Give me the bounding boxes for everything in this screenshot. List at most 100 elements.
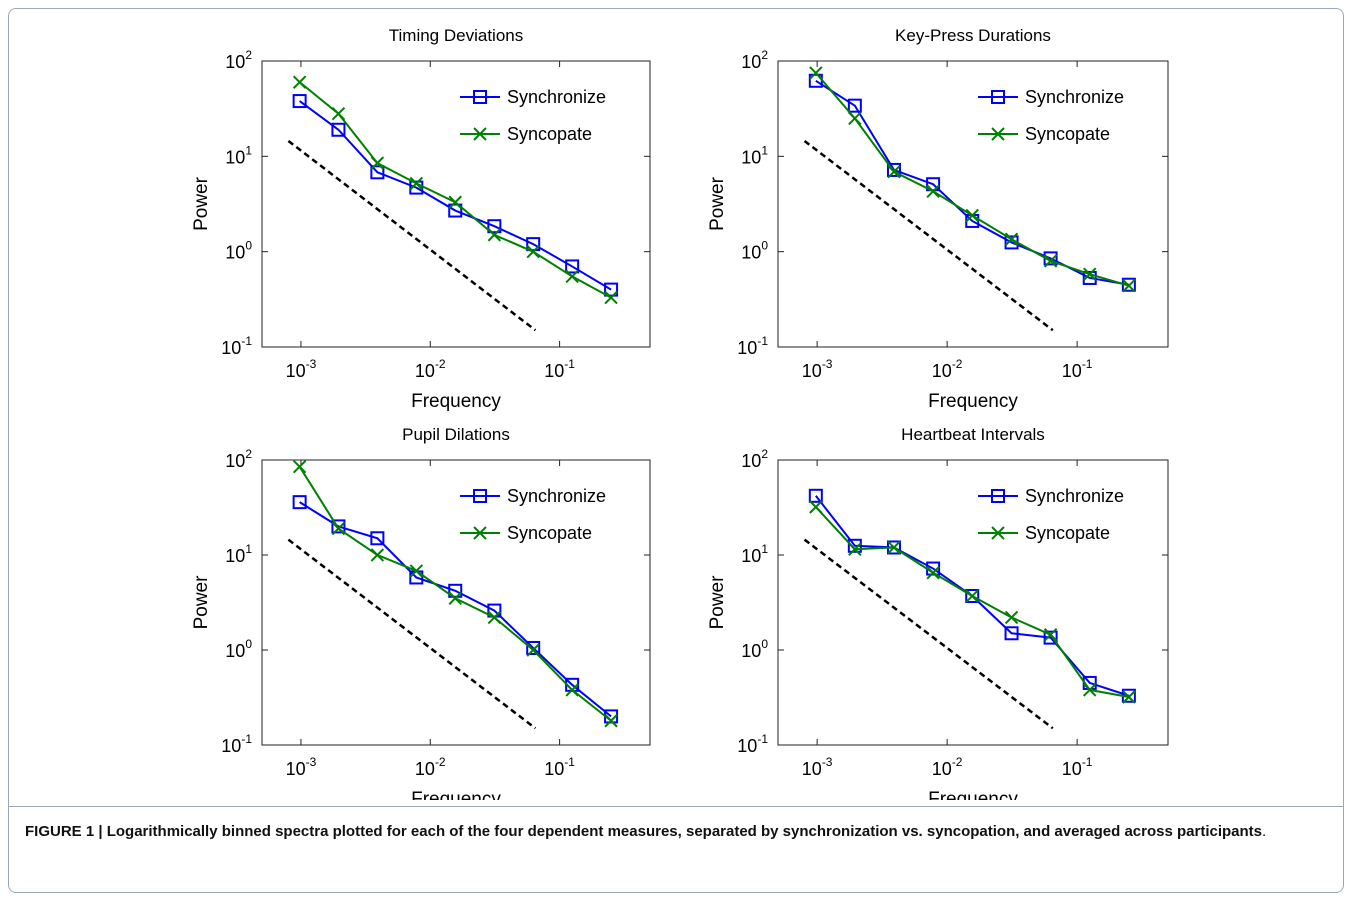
y-tick-label-base: 10 (737, 338, 757, 358)
x-tick-label: 10-2 (415, 357, 446, 381)
y-tick-label-exponent: -1 (241, 732, 252, 746)
square-marker (1082, 270, 1097, 285)
plot-area (261, 459, 651, 746)
series-line (298, 81, 612, 299)
x-axis-label: Frequency (928, 789, 1018, 800)
y-tick-label-exponent: 2 (245, 48, 252, 62)
caption-divider (8, 806, 1344, 807)
x-marker (991, 127, 1005, 141)
square-marker (847, 538, 862, 553)
y-tick-label-base: 10 (737, 736, 757, 756)
y-tick-label-base: 10 (225, 147, 245, 167)
x-tick-label: 10-3 (802, 755, 833, 779)
x-marker (565, 269, 579, 284)
x-marker (473, 526, 487, 540)
x-marker (1083, 683, 1097, 697)
x-tick-label-exponent: -2 (435, 755, 446, 769)
square-marker (1004, 626, 1019, 641)
x-tick-label-exponent: -3 (822, 357, 833, 371)
plot-area (777, 459, 1169, 746)
x-marker (526, 643, 540, 657)
x-marker (409, 564, 424, 578)
x-axis-label: Frequency (928, 391, 1018, 412)
x-tick-label: 10-3 (286, 357, 317, 381)
x-tick-label: 10-2 (415, 755, 446, 779)
square-marker (526, 640, 541, 655)
y-tick-label: 102 (741, 447, 768, 471)
x-tick-label: 10-1 (1062, 357, 1093, 381)
x-marker (848, 542, 862, 556)
y-tick-label-exponent: 1 (245, 542, 252, 556)
x-marker (848, 111, 862, 126)
x-marker (331, 521, 346, 536)
x-tick-label: 10-1 (544, 755, 575, 779)
x-tick-label-base: 10 (1062, 759, 1082, 779)
square-marker (292, 94, 307, 109)
y-tick-label: 102 (741, 48, 768, 72)
x-marker (292, 75, 307, 89)
square-marker (991, 90, 1005, 104)
y-tick-label: 10-1 (221, 732, 252, 756)
square-marker (448, 203, 463, 218)
square-marker (886, 162, 901, 177)
y-tick-label-exponent: 0 (761, 239, 768, 253)
square-marker (991, 489, 1005, 503)
y-tick-label-exponent: 1 (761, 143, 768, 157)
x-marker (1004, 232, 1019, 246)
x-axis-label: Frequency (411, 789, 501, 800)
x-tick-label-base: 10 (802, 759, 822, 779)
x-tick-label-base: 10 (286, 361, 306, 381)
square-marker (370, 531, 385, 546)
x-marker (1043, 254, 1058, 268)
x-tick-label-exponent: -1 (1082, 357, 1093, 371)
x-tick-label-exponent: -2 (435, 357, 446, 371)
square-marker (473, 90, 487, 104)
x-marker (926, 184, 940, 198)
y-tick-label-exponent: 2 (761, 447, 768, 461)
square-marker (604, 282, 619, 297)
chart-title: Key-Press Durations (895, 26, 1051, 45)
x-tick-label: 10-3 (802, 357, 833, 381)
x-marker (809, 500, 823, 514)
y-tick-label-base: 10 (741, 451, 761, 471)
y-tick-label-exponent: 2 (245, 447, 252, 461)
square-marker (565, 259, 580, 274)
reference-line (803, 538, 1054, 730)
series-line (815, 79, 1130, 286)
x-tick-label-exponent: -3 (822, 755, 833, 769)
square-marker (331, 519, 346, 534)
legend-label: Syncopate (507, 124, 592, 144)
y-tick-label-base: 10 (225, 451, 245, 471)
x-marker (604, 290, 618, 305)
x-tick-label-base: 10 (415, 759, 435, 779)
legend-label: Syncopate (507, 523, 592, 543)
y-tick-label-exponent: -1 (757, 334, 768, 348)
reference-line (287, 139, 537, 332)
x-marker (809, 66, 823, 80)
legend-label: Synchronize (1025, 87, 1124, 107)
legend-label: Syncopate (1025, 124, 1110, 144)
chart-title: Timing Deviations (389, 26, 523, 45)
y-tick-label: 100 (741, 239, 768, 263)
y-tick-label-base: 10 (225, 243, 245, 263)
x-marker (1122, 690, 1136, 704)
x-marker (1122, 278, 1136, 293)
y-tick-label: 102 (225, 447, 252, 471)
x-marker (370, 548, 385, 562)
x-tick-label-base: 10 (932, 759, 952, 779)
square-marker (473, 489, 487, 503)
y-tick-label: 100 (741, 637, 768, 661)
x-axis-label: Frequency (411, 391, 501, 412)
square-marker (409, 180, 424, 195)
y-tick-label-exponent: 1 (761, 542, 768, 556)
y-tick-label-exponent: 0 (761, 637, 768, 651)
y-tick-label-base: 10 (741, 641, 761, 661)
x-tick-label-base: 10 (802, 361, 822, 381)
y-tick-label-base: 10 (221, 736, 241, 756)
x-tick-label-base: 10 (544, 361, 564, 381)
y-axis-label: Power (191, 575, 212, 630)
square-marker (965, 589, 980, 604)
x-marker (991, 526, 1005, 540)
x-marker (565, 683, 579, 697)
x-tick-label-exponent: -1 (564, 357, 575, 371)
